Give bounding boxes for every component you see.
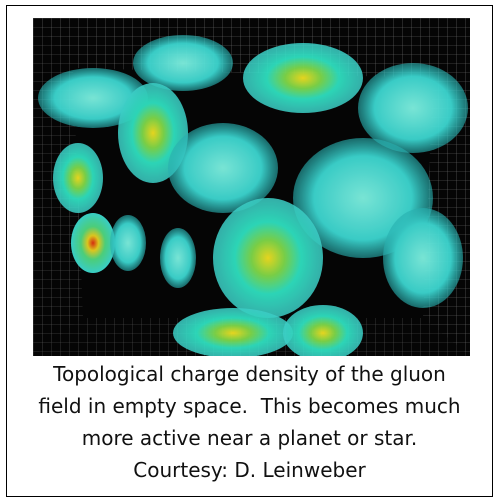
caption-line: Topological charge density of the gluon xyxy=(53,362,446,386)
caption-line: field in empty space. This becomes much xyxy=(38,394,461,418)
figure-frame xyxy=(6,5,493,497)
caption: Topological charge density of the gluon … xyxy=(6,358,493,486)
figure-image xyxy=(33,18,470,356)
caption-line: more active near a planet or star. xyxy=(81,426,418,450)
caption-line: Courtesy: D. Leinweber xyxy=(133,458,366,482)
